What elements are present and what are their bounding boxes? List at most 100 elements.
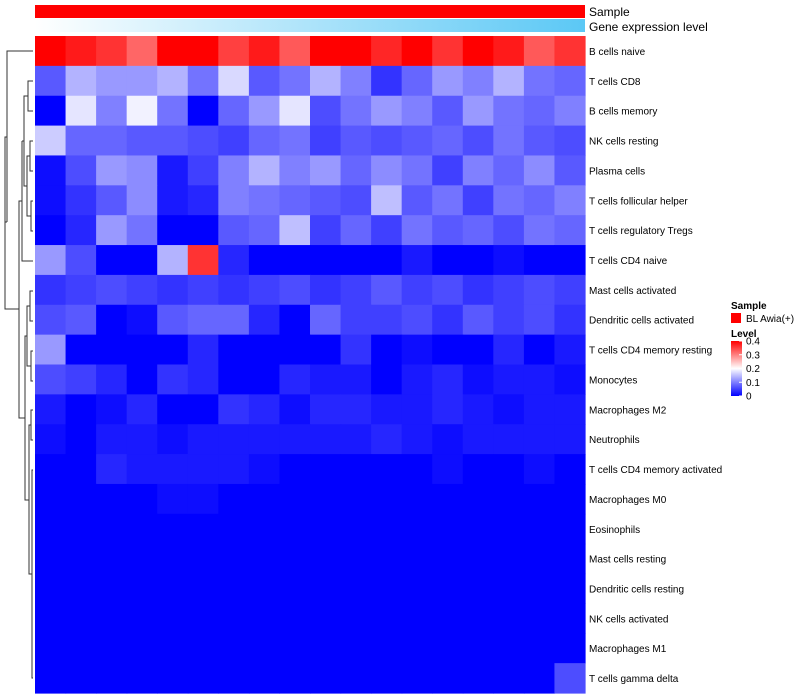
dendrogram-branch	[6, 50, 33, 222]
heatmap-cell	[432, 454, 464, 485]
heatmap-cell	[523, 36, 556, 67]
heatmap-cell	[493, 483, 525, 515]
heatmap-cell	[35, 334, 67, 366]
heatmap-cell	[279, 573, 311, 605]
legend-tick-label: 0.1	[746, 378, 760, 389]
heatmap-cell	[401, 304, 433, 336]
heatmap-cell	[493, 125, 525, 157]
heatmap-cell	[401, 633, 433, 664]
heatmap-cell	[279, 155, 311, 186]
heatmap-cell	[371, 454, 403, 485]
heatmap-cell	[432, 513, 464, 545]
heatmap-cell	[462, 513, 494, 545]
heatmap-cell	[462, 483, 494, 515]
heatmap-cell	[187, 543, 219, 575]
heatmap-cell	[523, 483, 556, 515]
heatmap-cell	[432, 36, 464, 67]
heatmap-cell	[462, 394, 494, 425]
heatmap-cell	[126, 36, 158, 67]
heatmap-cell	[340, 36, 372, 67]
heatmap-cell	[401, 215, 433, 246]
heatmap-cell	[218, 364, 250, 395]
heatmap-cell	[340, 185, 372, 216]
heatmap-cell	[35, 633, 67, 664]
row-label: NK cells activated	[589, 614, 668, 625]
heatmap-cell	[157, 155, 189, 186]
heatmap-cell	[401, 543, 433, 575]
heatmap-cell	[340, 513, 372, 545]
heatmap-cell	[493, 603, 525, 634]
heatmap-cell	[371, 155, 403, 186]
heatmap-cell	[554, 483, 586, 515]
heatmap-cell	[187, 65, 219, 97]
heatmap-cell	[218, 125, 250, 157]
heatmap-cell	[218, 65, 250, 97]
heatmap-cell	[279, 36, 311, 67]
heatmap-cell	[371, 543, 403, 575]
heatmap-cell	[187, 454, 219, 485]
heatmap-cell	[248, 65, 281, 97]
heatmap-cell	[35, 155, 67, 186]
heatmap-cell	[96, 304, 128, 336]
dendrogram-branch	[30, 200, 33, 232]
heatmap-cell	[462, 633, 494, 664]
heatmap-cell	[157, 65, 189, 97]
heatmap-cell	[65, 125, 97, 157]
heatmap-cell	[462, 573, 494, 605]
heatmap-cell	[65, 334, 97, 366]
heatmap-cell	[371, 95, 403, 127]
heatmap-cell	[279, 454, 311, 485]
heatmap-cell	[218, 304, 250, 336]
heatmap-cell	[248, 304, 281, 336]
heatmap-cell	[65, 394, 97, 425]
heatmap-cell	[96, 513, 128, 545]
heatmap-cell	[218, 573, 250, 605]
heatmap-cell	[310, 513, 342, 545]
heatmap-cell	[126, 394, 158, 425]
heatmap-cell	[401, 185, 433, 216]
dendrogram-branch	[30, 409, 33, 441]
heatmap-cell	[432, 424, 464, 455]
heatmap-cell	[493, 36, 525, 67]
heatmap-cell	[432, 543, 464, 575]
heatmap-cell	[218, 95, 250, 127]
heatmap-cell	[157, 483, 189, 515]
heatmap-cell	[340, 334, 372, 366]
heatmap-cell	[65, 543, 97, 575]
heatmap-cell	[35, 483, 67, 515]
heatmap-cell	[401, 573, 433, 605]
heatmap-cell	[157, 394, 189, 425]
heatmap-cell	[96, 364, 128, 395]
heatmap-cell	[126, 65, 158, 97]
heatmap-cell	[96, 65, 128, 97]
heatmap-cell	[462, 245, 494, 276]
heatmap-cell	[96, 95, 128, 127]
heatmap-cell	[35, 663, 67, 694]
heatmap-cell	[401, 36, 433, 67]
heatmap-cell	[401, 513, 433, 545]
heatmap-cell	[310, 454, 342, 485]
heatmap-cell	[279, 394, 311, 425]
heatmap-cell	[523, 543, 556, 575]
heatmap-cell	[493, 95, 525, 127]
heatmap-cell	[187, 334, 219, 366]
heatmap-cell	[310, 215, 342, 246]
heatmap-cell	[279, 633, 311, 664]
heatmap-cell	[96, 36, 128, 67]
heatmap-cell	[187, 155, 219, 186]
legend-tick-label: 0.2	[746, 364, 760, 375]
heatmap-cell	[218, 603, 250, 634]
heatmap-cell	[310, 394, 342, 425]
heatmap-cell	[126, 95, 158, 127]
heatmap-cell	[187, 483, 219, 515]
heatmap-cell	[218, 483, 250, 515]
dendrogram-branch	[27, 80, 33, 112]
heatmap-cell	[187, 304, 219, 336]
heatmap-cell	[65, 245, 97, 276]
heatmap-cell	[96, 633, 128, 664]
heatmap-cell	[157, 424, 189, 455]
heatmap-cell	[554, 215, 586, 246]
heatmap-cell	[248, 245, 281, 276]
sample-track-label: Sample	[589, 5, 630, 19]
heatmap-cell	[554, 185, 586, 216]
